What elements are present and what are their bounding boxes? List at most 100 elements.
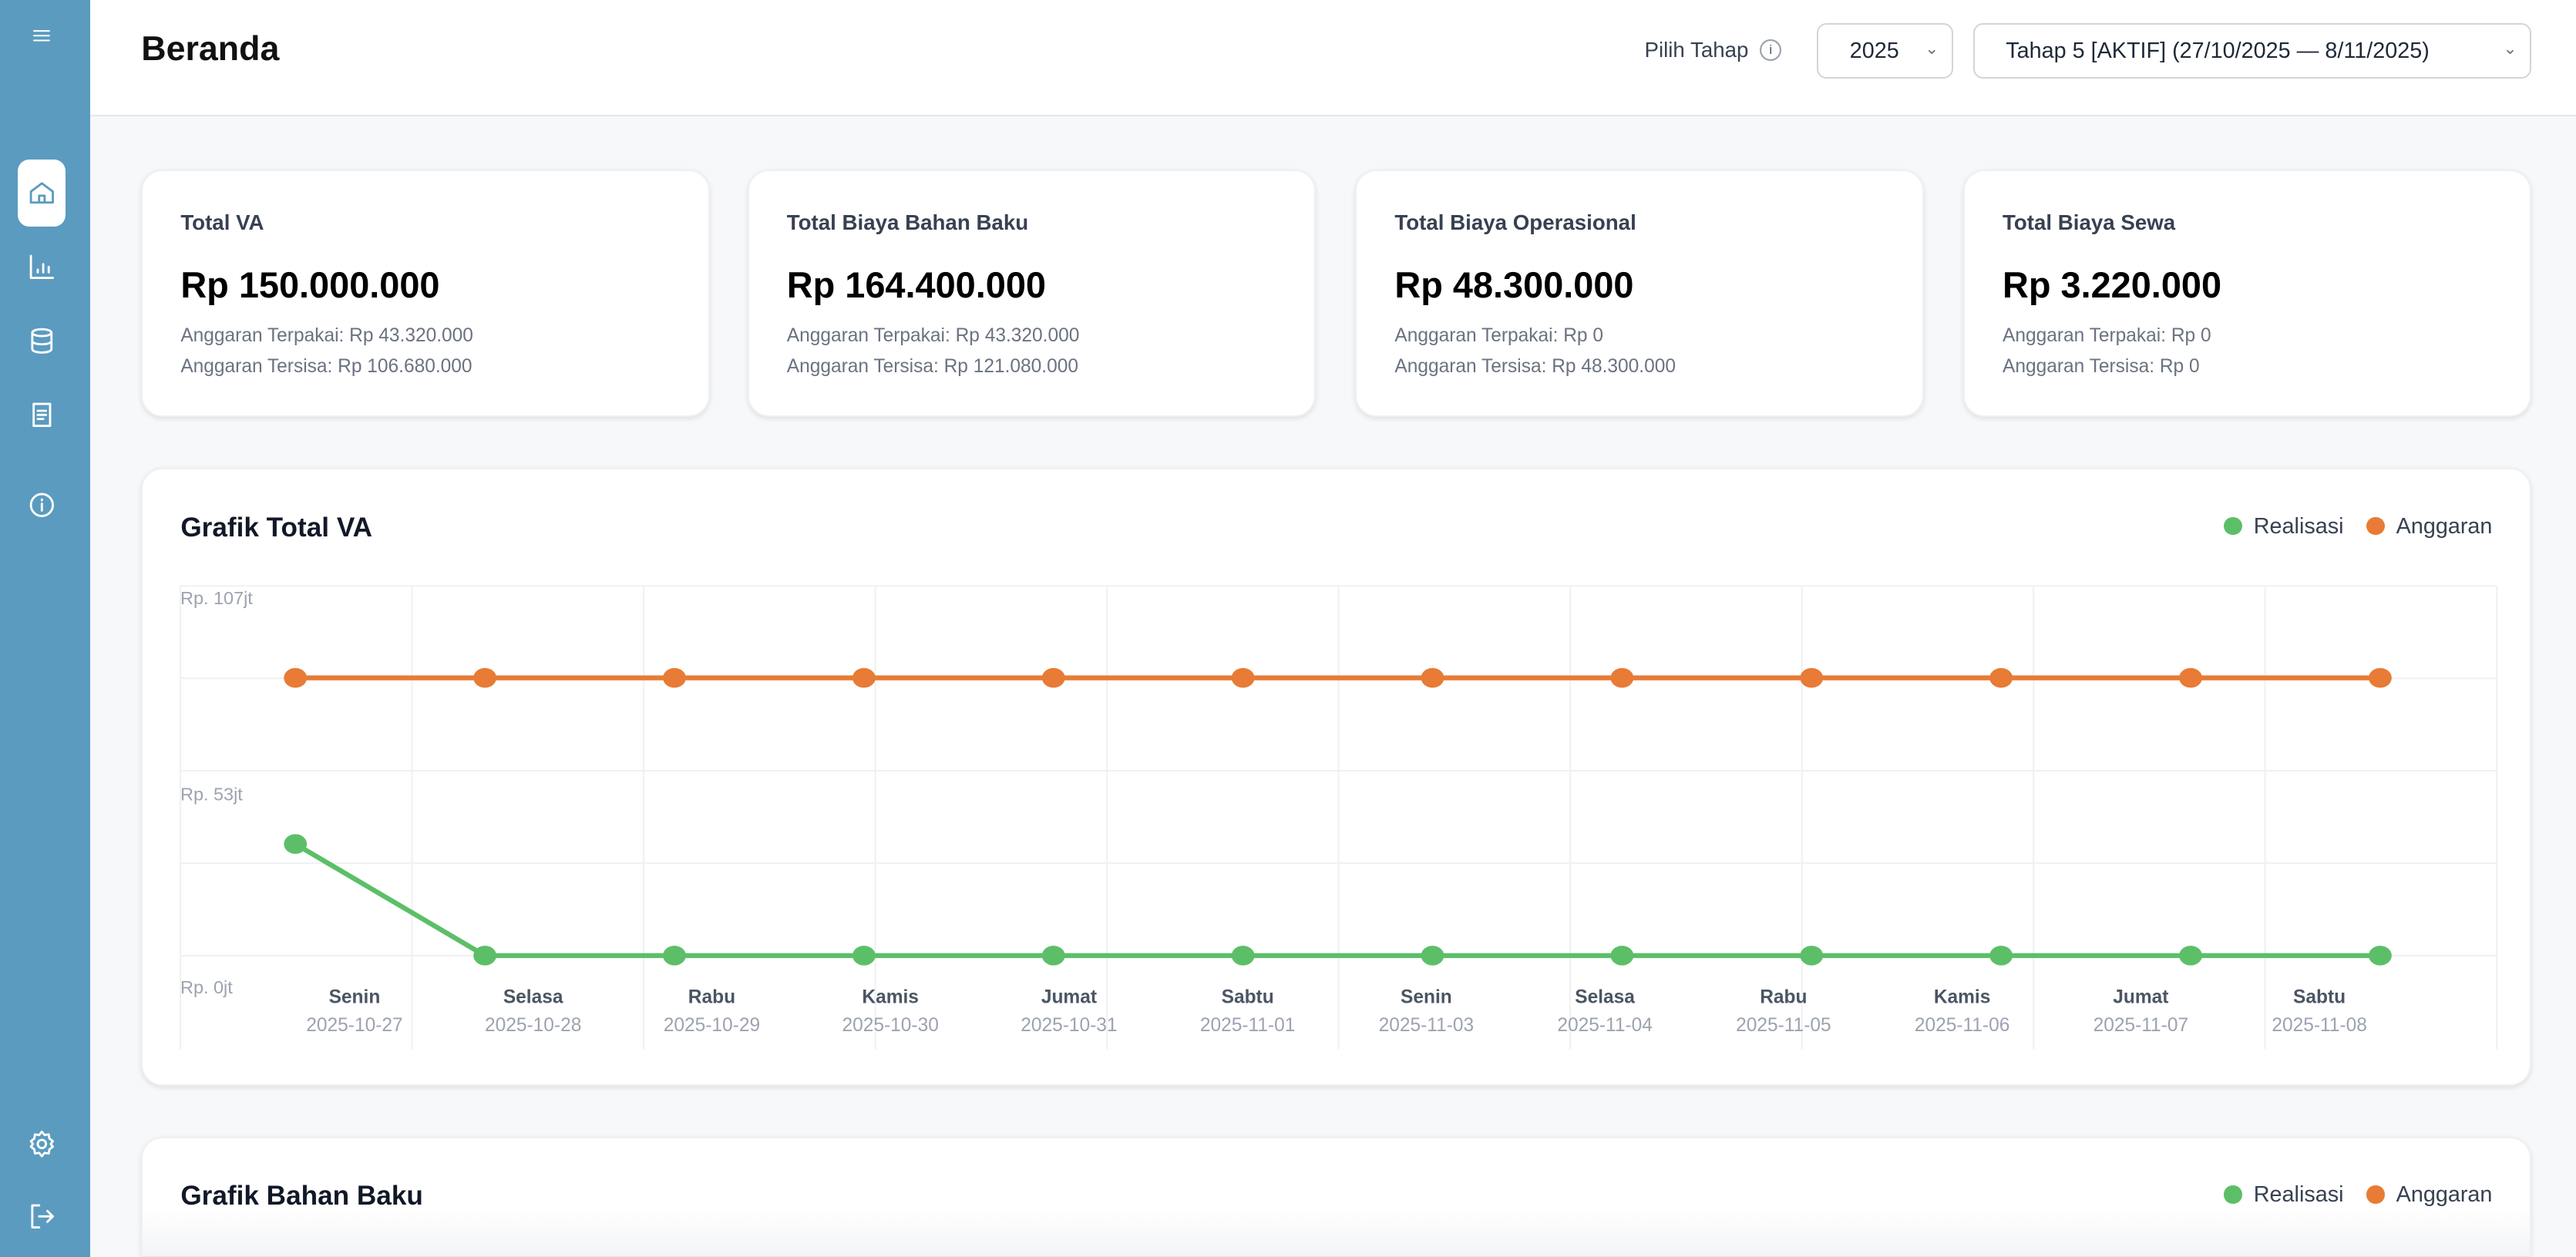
y-tick-label: Rp. 53jt	[180, 785, 243, 805]
data-point-realisasi	[2179, 946, 2203, 966]
x-tick-date: 2025-11-07	[2093, 1015, 2189, 1036]
data-point-realisasi	[853, 946, 876, 966]
sidebar-item-reports[interactable]	[18, 381, 66, 448]
card-terpakai: Anggaran Terpakai: Rp 43.320.000	[786, 324, 1080, 346]
menu-toggle-button[interactable]	[18, 2, 66, 69]
card-label: Total Biaya Bahan Baku	[786, 210, 1029, 234]
pilih-tahap-text: Pilih Tahap	[1644, 38, 1749, 62]
card-value: Rp 164.400.000	[786, 265, 1046, 306]
data-point-realisasi	[1232, 946, 1255, 966]
line-chart: Rp. 107jt Rp. 53jt Rp. 0jt Senin 2025-10-27 S…	[180, 585, 2498, 1050]
x-tick-day: Jumat	[1041, 987, 1097, 1008]
legend-label: Anggaran	[2396, 513, 2493, 539]
legend-anggaran[interactable]: Anggaran	[2366, 1182, 2492, 1208]
sidebar-item-database[interactable]	[18, 308, 66, 375]
data-point-anggaran	[284, 668, 308, 688]
card-label: Total Biaya Sewa	[2003, 210, 2176, 234]
tahap-select-value: Tahap 5 [AKTIF] (27/10/2025 — 8/11/2025)	[2006, 38, 2430, 63]
year-select-value: 2025	[1849, 38, 1899, 63]
pilih-tahap-label: Pilih Tahap i	[1645, 38, 1782, 62]
x-tick-date: 2025-11-08	[2272, 1015, 2368, 1036]
x-tick-date: 2025-10-31	[1021, 1015, 1118, 1036]
legend-dot-anggaran	[2366, 516, 2385, 536]
page-title: Beranda	[141, 29, 280, 69]
sidebar-item-settings[interactable]	[18, 1111, 66, 1178]
x-tick-date: 2025-11-03	[1379, 1015, 1475, 1036]
sidebar-item-charts[interactable]	[18, 234, 66, 301]
info-icon	[29, 492, 54, 518]
data-point-anggaran	[853, 668, 876, 688]
card-tersisa: Anggaran Tersisa: Rp 0	[2003, 356, 2200, 378]
x-tick-day: Rabu	[688, 987, 735, 1008]
x-tick-date: 2025-10-27	[307, 1015, 403, 1036]
x-tick-day: Rabu	[1760, 987, 1808, 1008]
chart-title: Grafik Bahan Baku	[180, 1181, 423, 1212]
x-tick-day: Senin	[329, 987, 381, 1008]
sidebar-item-info[interactable]	[18, 472, 66, 539]
gear-icon	[29, 1131, 54, 1158]
data-point-realisasi	[1989, 946, 2013, 966]
x-tick-day: Selasa	[1576, 987, 1636, 1008]
year-select[interactable]: 2025 ⌄	[1817, 22, 1954, 79]
legend-realisasi[interactable]: Realisasi	[2224, 1182, 2344, 1208]
data-point-anggaran	[473, 668, 497, 688]
x-tick-date: 2025-11-05	[1736, 1015, 1831, 1036]
legend-dot-realisasi	[2224, 516, 2242, 536]
x-tick-date: 2025-10-30	[842, 1015, 939, 1036]
card-value: Rp 48.300.000	[1394, 265, 1634, 306]
data-point-anggaran	[1042, 668, 1065, 688]
data-point-realisasi	[1610, 946, 1634, 966]
logout-icon	[31, 1204, 54, 1228]
legend-label: Realisasi	[2253, 513, 2344, 539]
receipt-icon	[32, 402, 52, 427]
chevron-down-icon: ⌄	[1925, 39, 1939, 58]
x-tick-date: 2025-11-06	[1915, 1015, 2010, 1036]
data-point-anggaran	[2179, 668, 2203, 688]
data-point-anggaran	[1232, 668, 1255, 688]
x-tick-day: Senin	[1401, 987, 1452, 1008]
data-point-realisasi	[663, 946, 687, 966]
database-icon	[31, 328, 53, 354]
data-point-realisasi	[1421, 946, 1444, 966]
data-point-realisasi	[1800, 946, 1824, 966]
sidebar-item-home[interactable]	[18, 159, 66, 227]
card-terpakai: Anggaran Terpakai: Rp 43.320.000	[180, 324, 473, 346]
legend-anggaran[interactable]: Anggaran	[2366, 514, 2492, 539]
x-tick-day: Kamis	[1934, 987, 1991, 1008]
x-tick-date: 2025-10-28	[485, 1015, 581, 1036]
chart-legend: Realisasi Anggaran	[2224, 1182, 2492, 1208]
legend-label: Realisasi	[2253, 1182, 2344, 1208]
tahap-select[interactable]: Tahap 5 [AKTIF] (27/10/2025 — 8/11/2025)…	[1972, 22, 2532, 79]
data-point-anggaran	[1989, 668, 2013, 688]
x-tick-date: 2025-10-29	[664, 1015, 760, 1036]
chart-legend: Realisasi Anggaran	[2224, 514, 2492, 539]
x-tick-date: 2025-11-01	[1200, 1015, 1296, 1036]
chart-title: Grafik Total VA	[180, 512, 373, 543]
x-tick-day: Jumat	[2114, 987, 2169, 1008]
x-tick-date: 2025-11-04	[1558, 1015, 1653, 1036]
card-label: Total VA	[180, 210, 264, 234]
card-terpakai: Anggaran Terpakai: Rp 0	[2003, 324, 2211, 346]
data-point-realisasi	[2369, 946, 2393, 966]
card-tersisa: Anggaran Tersisa: Rp 48.300.000	[1394, 356, 1676, 378]
data-point-anggaran	[1800, 668, 1824, 688]
info-icon[interactable]: i	[1760, 39, 1782, 61]
data-point-realisasi	[1042, 946, 1065, 966]
y-tick-label: Rp. 0jt	[180, 977, 233, 997]
x-tick-day: Sabtu	[2293, 987, 2346, 1008]
sidebar	[0, 0, 91, 1257]
data-point-anggaran	[663, 668, 687, 688]
summary-card: Total Biaya Bahan Baku Rp 164.400.000 An…	[747, 169, 1317, 418]
legend-dot-realisasi	[2224, 1185, 2242, 1204]
x-tick-day: Kamis	[863, 987, 920, 1008]
legend-dot-anggaran	[2366, 1185, 2385, 1204]
chevron-down-icon: ⌄	[2503, 39, 2517, 58]
logout-button[interactable]	[18, 1183, 66, 1250]
legend-realisasi[interactable]: Realisasi	[2224, 513, 2344, 539]
chart-card-total-va: Grafik Total VA Realisasi Anggaran Rp. 1…	[141, 468, 2532, 1086]
data-point-realisasi	[473, 946, 497, 966]
x-tick-day: Selasa	[503, 987, 563, 1008]
y-tick-label: Rp. 107jt	[180, 588, 253, 608]
summary-card: Total Biaya Sewa Rp 3.220.000 Anggaran T…	[1962, 169, 2532, 418]
